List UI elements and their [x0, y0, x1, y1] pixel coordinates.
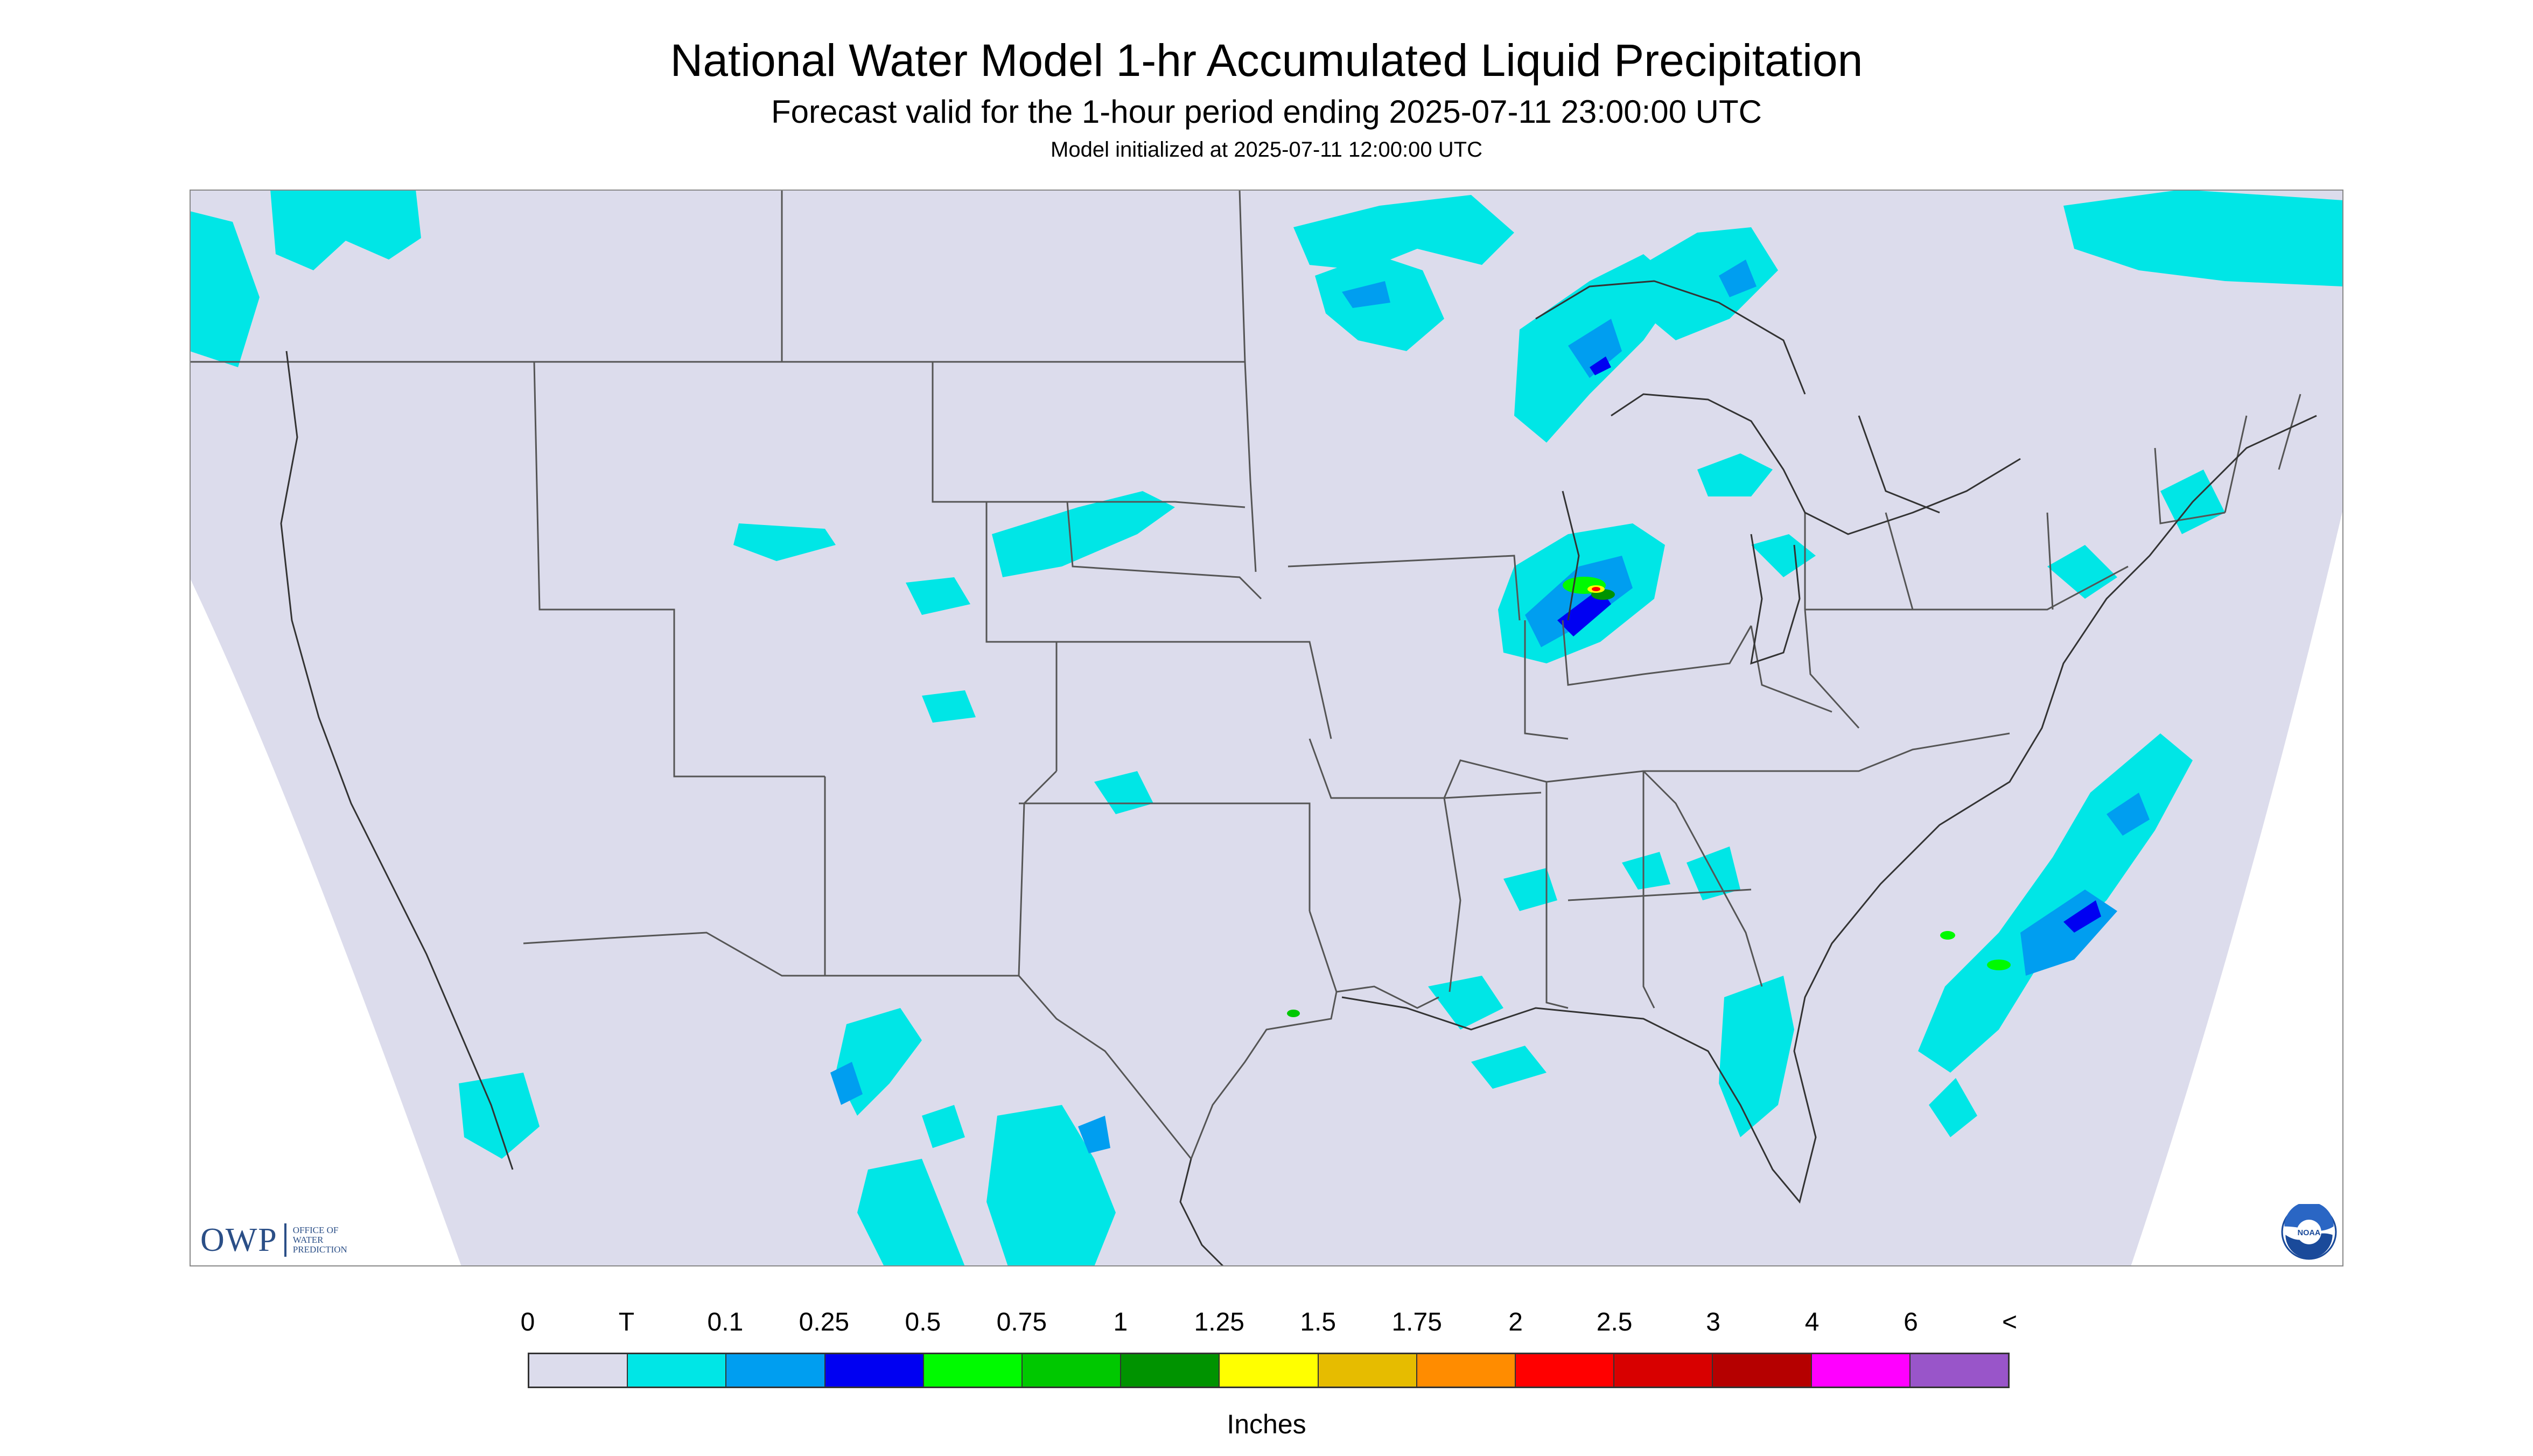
precip-moderate-areas [1557, 356, 2101, 933]
owp-logo-divider [284, 1223, 286, 1257]
legend-label: T [618, 1308, 635, 1336]
legend-label: 0.1 [707, 1308, 744, 1336]
state-boundaries [190, 190, 2301, 1159]
legend-colorbar [528, 1353, 2010, 1388]
legend-swatch [1712, 1354, 1811, 1387]
legend-label: 4 [1804, 1308, 1820, 1336]
legend-swatch [1810, 1354, 1909, 1387]
legend-label: 0 [520, 1308, 535, 1336]
legend-swatch [1613, 1354, 1712, 1387]
map-title: National Water Model 1-hr Accumulated Li… [670, 35, 1863, 86]
legend-label: 0.25 [799, 1308, 850, 1336]
legend-swatch [725, 1354, 824, 1387]
legend-swatch [1021, 1354, 1121, 1387]
coastlines [280, 280, 2317, 1266]
legend-swatch [1515, 1354, 1614, 1387]
legend-label: < [2002, 1308, 2018, 1336]
owp-logo-subtext: OFFICE OF WATER PREDICTION [292, 1225, 347, 1255]
legend-label: 1.25 [1194, 1308, 1244, 1336]
forecast-valid-subtitle: Forecast valid for the 1-hour period end… [771, 94, 1762, 130]
legend-label: 2 [1508, 1308, 1523, 1336]
legend-swatch [1219, 1354, 1318, 1387]
legend-swatch [1317, 1354, 1416, 1387]
legend-swatch [824, 1354, 923, 1387]
owp-logo-text: OWP [200, 1221, 278, 1258]
legend-label: 1 [1113, 1308, 1128, 1336]
legend-label: 1.75 [1391, 1308, 1442, 1336]
noaa-logo: NOAA [2281, 1204, 2337, 1260]
legend-units: Inches [1227, 1409, 1306, 1439]
noaa-logo-text: NOAA [2298, 1229, 2321, 1237]
legend-label: 2.5 [1596, 1308, 1633, 1336]
legend-swatch [627, 1354, 726, 1387]
legend-label: 1.5 [1300, 1308, 1337, 1336]
precipitation-map [190, 190, 2343, 1266]
legend-label: 0.5 [905, 1308, 941, 1336]
legend-labels: 0 T 0.1 0.25 0.5 0.75 1 1.25 1.5 1.75 2 2.5 3 4 6 < [0, 1307, 2533, 1340]
legend-label: 6 [1904, 1308, 1918, 1336]
legend-swatch [1120, 1354, 1219, 1387]
owp-logo: OWP OFFICE OF WATER PREDICTION [200, 1221, 347, 1259]
legend-label: 3 [1706, 1308, 1720, 1336]
model-init-text: Model initialized at 2025-07-11 12:00:00… [1051, 138, 1482, 162]
legend-swatch [529, 1354, 627, 1387]
legend-swatch [1909, 1354, 2009, 1387]
legend-swatch [922, 1354, 1022, 1387]
legend-label: 0.75 [996, 1308, 1047, 1336]
legend-swatch [1416, 1354, 1515, 1387]
